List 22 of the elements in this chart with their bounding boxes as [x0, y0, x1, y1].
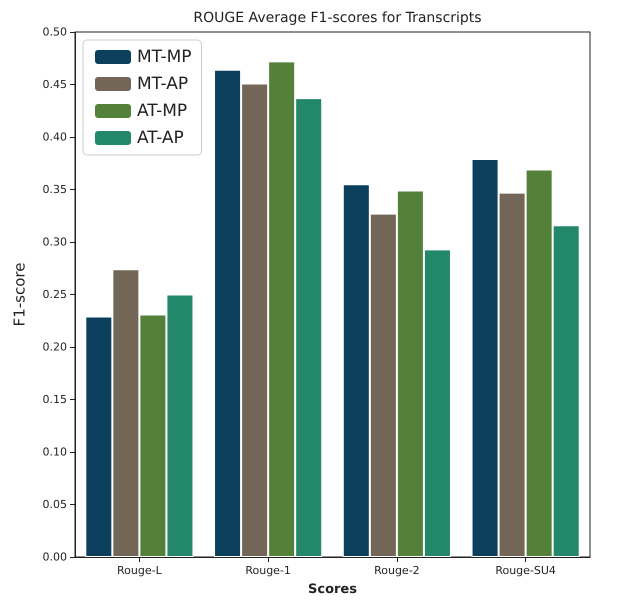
y-tick-label: 0.00 — [42, 550, 67, 564]
y-tick-label: 0.30 — [42, 236, 67, 248]
legend-label: MT-AP — [137, 74, 188, 94]
y-tick-label: 0.15 — [42, 393, 67, 406]
y-tick-label: 0.45 — [42, 78, 67, 91]
chart-title: ROUGE Average F1-scores for Transcripts — [193, 10, 482, 26]
y-tick-label: 0.35 — [42, 183, 67, 196]
y-tick-label: 0.50 — [42, 26, 67, 38]
legend-label: AT-AP — [137, 128, 184, 148]
x-tick-label: Rouge-1 — [245, 564, 291, 577]
legend-label: AT-MP — [137, 101, 188, 121]
x-tick-label: Rouge-SU4 — [495, 564, 556, 577]
y-tick-label: 0.05 — [42, 498, 67, 511]
y-tick-label: 0.10 — [42, 446, 67, 458]
y-tick-label: 0.20 — [42, 340, 67, 354]
y-tick-label: 0.40 — [42, 130, 67, 144]
y-axis-title: F1-score — [10, 262, 28, 326]
x-axis-title: Scores — [308, 582, 358, 597]
x-tick-label: Rouge-L — [117, 564, 163, 577]
y-tick-label: 0.25 — [42, 288, 67, 301]
x-tick-label: Rouge-2 — [374, 564, 420, 577]
legend-label: MT-MP — [137, 47, 192, 67]
